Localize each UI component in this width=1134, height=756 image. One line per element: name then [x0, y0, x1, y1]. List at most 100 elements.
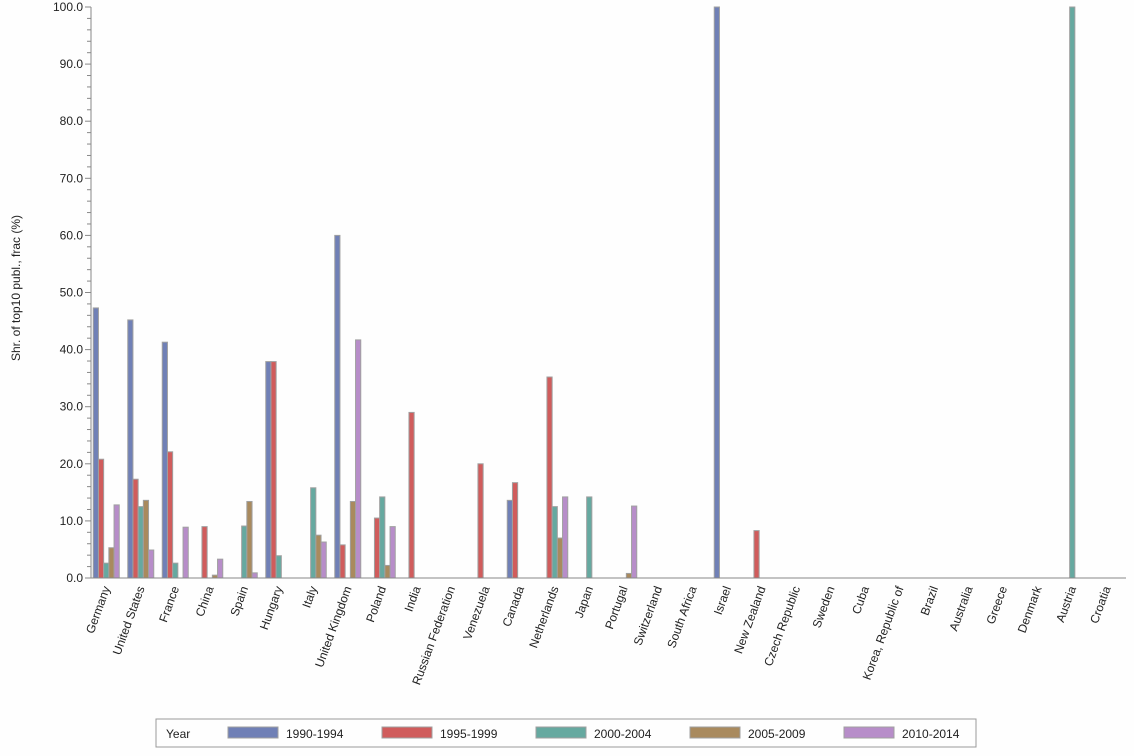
- bar-2000-2004-germany: [103, 562, 110, 579]
- bar-2010-2014-poland: [389, 526, 396, 579]
- y-axis: 0.0 10.0 20.0 30.0 40.0 50.0 60.0 70.0 80.0 90.0 1…: [53, 0, 92, 585]
- x-tick-label: France: [156, 584, 182, 624]
- bar-2005-2009-united-kingdom: [349, 500, 357, 579]
- bars: [92, 6, 1076, 579]
- x-tick-label: Poland: [363, 584, 389, 624]
- y-tick-label: 0.0: [66, 571, 83, 585]
- bar-2010-2014-italy: [320, 541, 327, 579]
- legend-swatch: [535, 726, 587, 739]
- y-tick-label: 70.0: [60, 171, 84, 185]
- bar-1990-1994-hungary: [265, 361, 272, 579]
- bar-1995-1999-canada: [511, 482, 519, 579]
- bar-1990-1994-israel: [713, 6, 720, 579]
- y-tick-label: 80.0: [60, 114, 84, 128]
- x-tick-label: Germany: [83, 584, 113, 635]
- x-tick-label: Israel: [711, 584, 734, 616]
- y-tick-label: 30.0: [60, 400, 84, 414]
- x-tick-label: Austria: [1053, 584, 1079, 624]
- bar-2000-2004-hungary: [275, 555, 282, 579]
- x-tick-label: Czech Republic: [761, 584, 803, 668]
- x-tick-label: Netherlands: [526, 584, 561, 650]
- x-tick-label: China: [193, 584, 217, 619]
- bar-2005-2009-germany: [108, 547, 115, 579]
- bar-2010-2014-portugal: [631, 505, 638, 579]
- x-tick-label: Cuba: [849, 584, 872, 616]
- bar-1995-1999-united-states: [132, 478, 139, 579]
- legend-swatch: [843, 726, 895, 739]
- y-tick-label: 10.0: [60, 514, 84, 528]
- legend-label: 2005-2009: [748, 727, 806, 741]
- x-tick-label: Canada: [500, 584, 528, 629]
- bar-1995-1999-united-kingdom: [339, 544, 346, 579]
- bar-1990-1994-united-states: [127, 319, 134, 579]
- legend: Year 1990-1994 1995-1999 2000-2004 2005-200…: [155, 718, 977, 748]
- x-tick-label: Greece: [983, 584, 1010, 626]
- bar-1995-1999-india: [408, 411, 415, 579]
- bar-1995-1999-germany: [97, 458, 105, 579]
- bar-2010-2014-spain: [251, 572, 258, 579]
- bar-2000-2004-italy: [310, 487, 317, 579]
- bar-1995-1999-china: [201, 526, 208, 579]
- bar-2010-2014-china: [217, 558, 224, 579]
- bar-2005-2009-netherlands: [556, 537, 564, 579]
- bar-2005-2009-united-states: [142, 499, 150, 579]
- x-tick-label: Brazil: [918, 584, 941, 617]
- bar-2005-2009-italy: [315, 534, 322, 579]
- x-tick-label: Spain: [227, 584, 251, 618]
- bar-1990-1994-france: [161, 341, 168, 579]
- bar-2010-2014-france: [182, 526, 189, 579]
- y-tick-label: 90.0: [60, 57, 84, 71]
- y-tick-label: 100.0: [53, 0, 83, 14]
- legend-swatch: [381, 726, 433, 739]
- bar-1990-1994-united-kingdom: [334, 234, 341, 579]
- x-tick-label: South Africa: [664, 584, 699, 650]
- x-tick-label: New Zealand: [731, 584, 768, 655]
- legend-label: 2010-2014: [902, 727, 960, 741]
- bar-2000-2004-austria: [1069, 6, 1076, 579]
- legend-label: 1990-1994: [286, 727, 344, 741]
- x-tick-label: Switzerland: [631, 584, 665, 647]
- bar-2005-2009-portugal: [625, 572, 633, 579]
- bar-2010-2014-united-kingdom: [355, 339, 362, 579]
- x-tick-label: Croatia: [1087, 584, 1113, 625]
- bar-2000-2004-france: [172, 562, 179, 579]
- bar-2005-2009-poland: [384, 564, 391, 579]
- y-tick-label: 20.0: [60, 457, 84, 471]
- x-tick-label: Italy: [299, 584, 320, 609]
- y-tick-label: 40.0: [60, 343, 84, 357]
- legend-swatch: [227, 726, 279, 739]
- bar-2000-2004-japan: [586, 496, 593, 579]
- legend-label: 1995-1999: [440, 727, 498, 741]
- y-axis-label: Shr. of top10 publ., frac (%): [9, 215, 23, 361]
- bar-1995-1999-venezuela: [477, 463, 484, 579]
- bar-2010-2014-netherlands: [562, 496, 569, 579]
- x-tick-label: Venezuela: [460, 584, 492, 642]
- x-tick-label: United States: [110, 584, 148, 656]
- bar-1995-1999-netherlands: [546, 376, 553, 579]
- x-tick-label: Hungary: [257, 584, 286, 631]
- legend-swatch: [689, 726, 741, 739]
- x-tick-label: Sweden: [810, 584, 838, 630]
- bar-1990-1994-germany: [92, 307, 99, 579]
- x-tick-label: United Kingdom: [312, 584, 354, 669]
- x-tick-label: Denmark: [1015, 583, 1045, 634]
- bar-2000-2004-united-states: [137, 506, 144, 579]
- bar-1995-1999-poland: [373, 517, 381, 579]
- bar-2000-2004-netherlands: [551, 506, 558, 579]
- bar-2000-2004-poland: [379, 496, 386, 579]
- bar-1990-1994-canada: [506, 499, 513, 579]
- bar-2005-2009-spain: [246, 500, 253, 579]
- x-tick-label: Australia: [946, 584, 975, 633]
- bar-1995-1999-france: [166, 451, 174, 579]
- x-tick-label: Japan: [572, 584, 596, 620]
- legend-label: 2000-2004: [594, 727, 652, 741]
- bar-1995-1999-hungary: [270, 361, 277, 579]
- x-tick-label: Portugal: [602, 584, 630, 631]
- bar-2010-2014-germany: [113, 504, 120, 579]
- bar-2000-2004-spain: [241, 525, 248, 579]
- y-tick-label: 50.0: [60, 286, 84, 300]
- legend-title: Year: [166, 727, 190, 741]
- y-tick-label: 60.0: [60, 228, 84, 242]
